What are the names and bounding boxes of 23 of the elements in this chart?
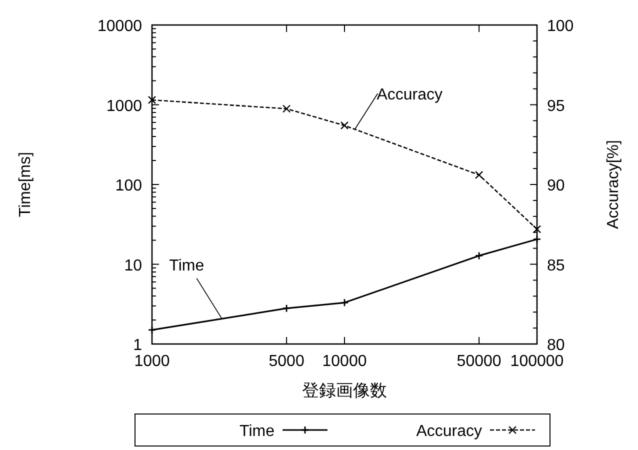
y2-tick-label: 90 <box>547 178 565 194</box>
y2-tick-label: 85 <box>547 257 565 274</box>
annotation: Accuracy <box>376 86 443 104</box>
x-axis-title: 登録画像数 <box>302 381 387 400</box>
x-tick-label: 50000 <box>456 353 502 370</box>
y-tick-label: 1000 <box>106 98 142 115</box>
y-tick-label: 1 <box>133 337 142 354</box>
annotation: Time <box>169 257 204 274</box>
y2-axis-title: Accuracy[%] <box>605 140 622 229</box>
x-tick-label: 5000 <box>268 353 304 370</box>
y2-tick-label: 100 <box>547 18 574 35</box>
y-tick-label: 10 <box>124 257 142 274</box>
y2-tick-label: 80 <box>547 337 565 354</box>
legend-label: Accuracy <box>416 423 482 440</box>
y-axis-title: Time[ms] <box>17 152 34 218</box>
annotation: Accuracy <box>354 86 443 130</box>
x-tick-label: 100000 <box>510 353 564 370</box>
annotation: Time <box>169 257 222 319</box>
legend-label: Time <box>240 423 275 440</box>
y-tick-label: 10000 <box>98 18 142 35</box>
y-tick-label: 100 <box>115 178 142 194</box>
x-tick-label: 10000 <box>322 353 367 370</box>
y2-tick-label: 95 <box>547 98 565 115</box>
